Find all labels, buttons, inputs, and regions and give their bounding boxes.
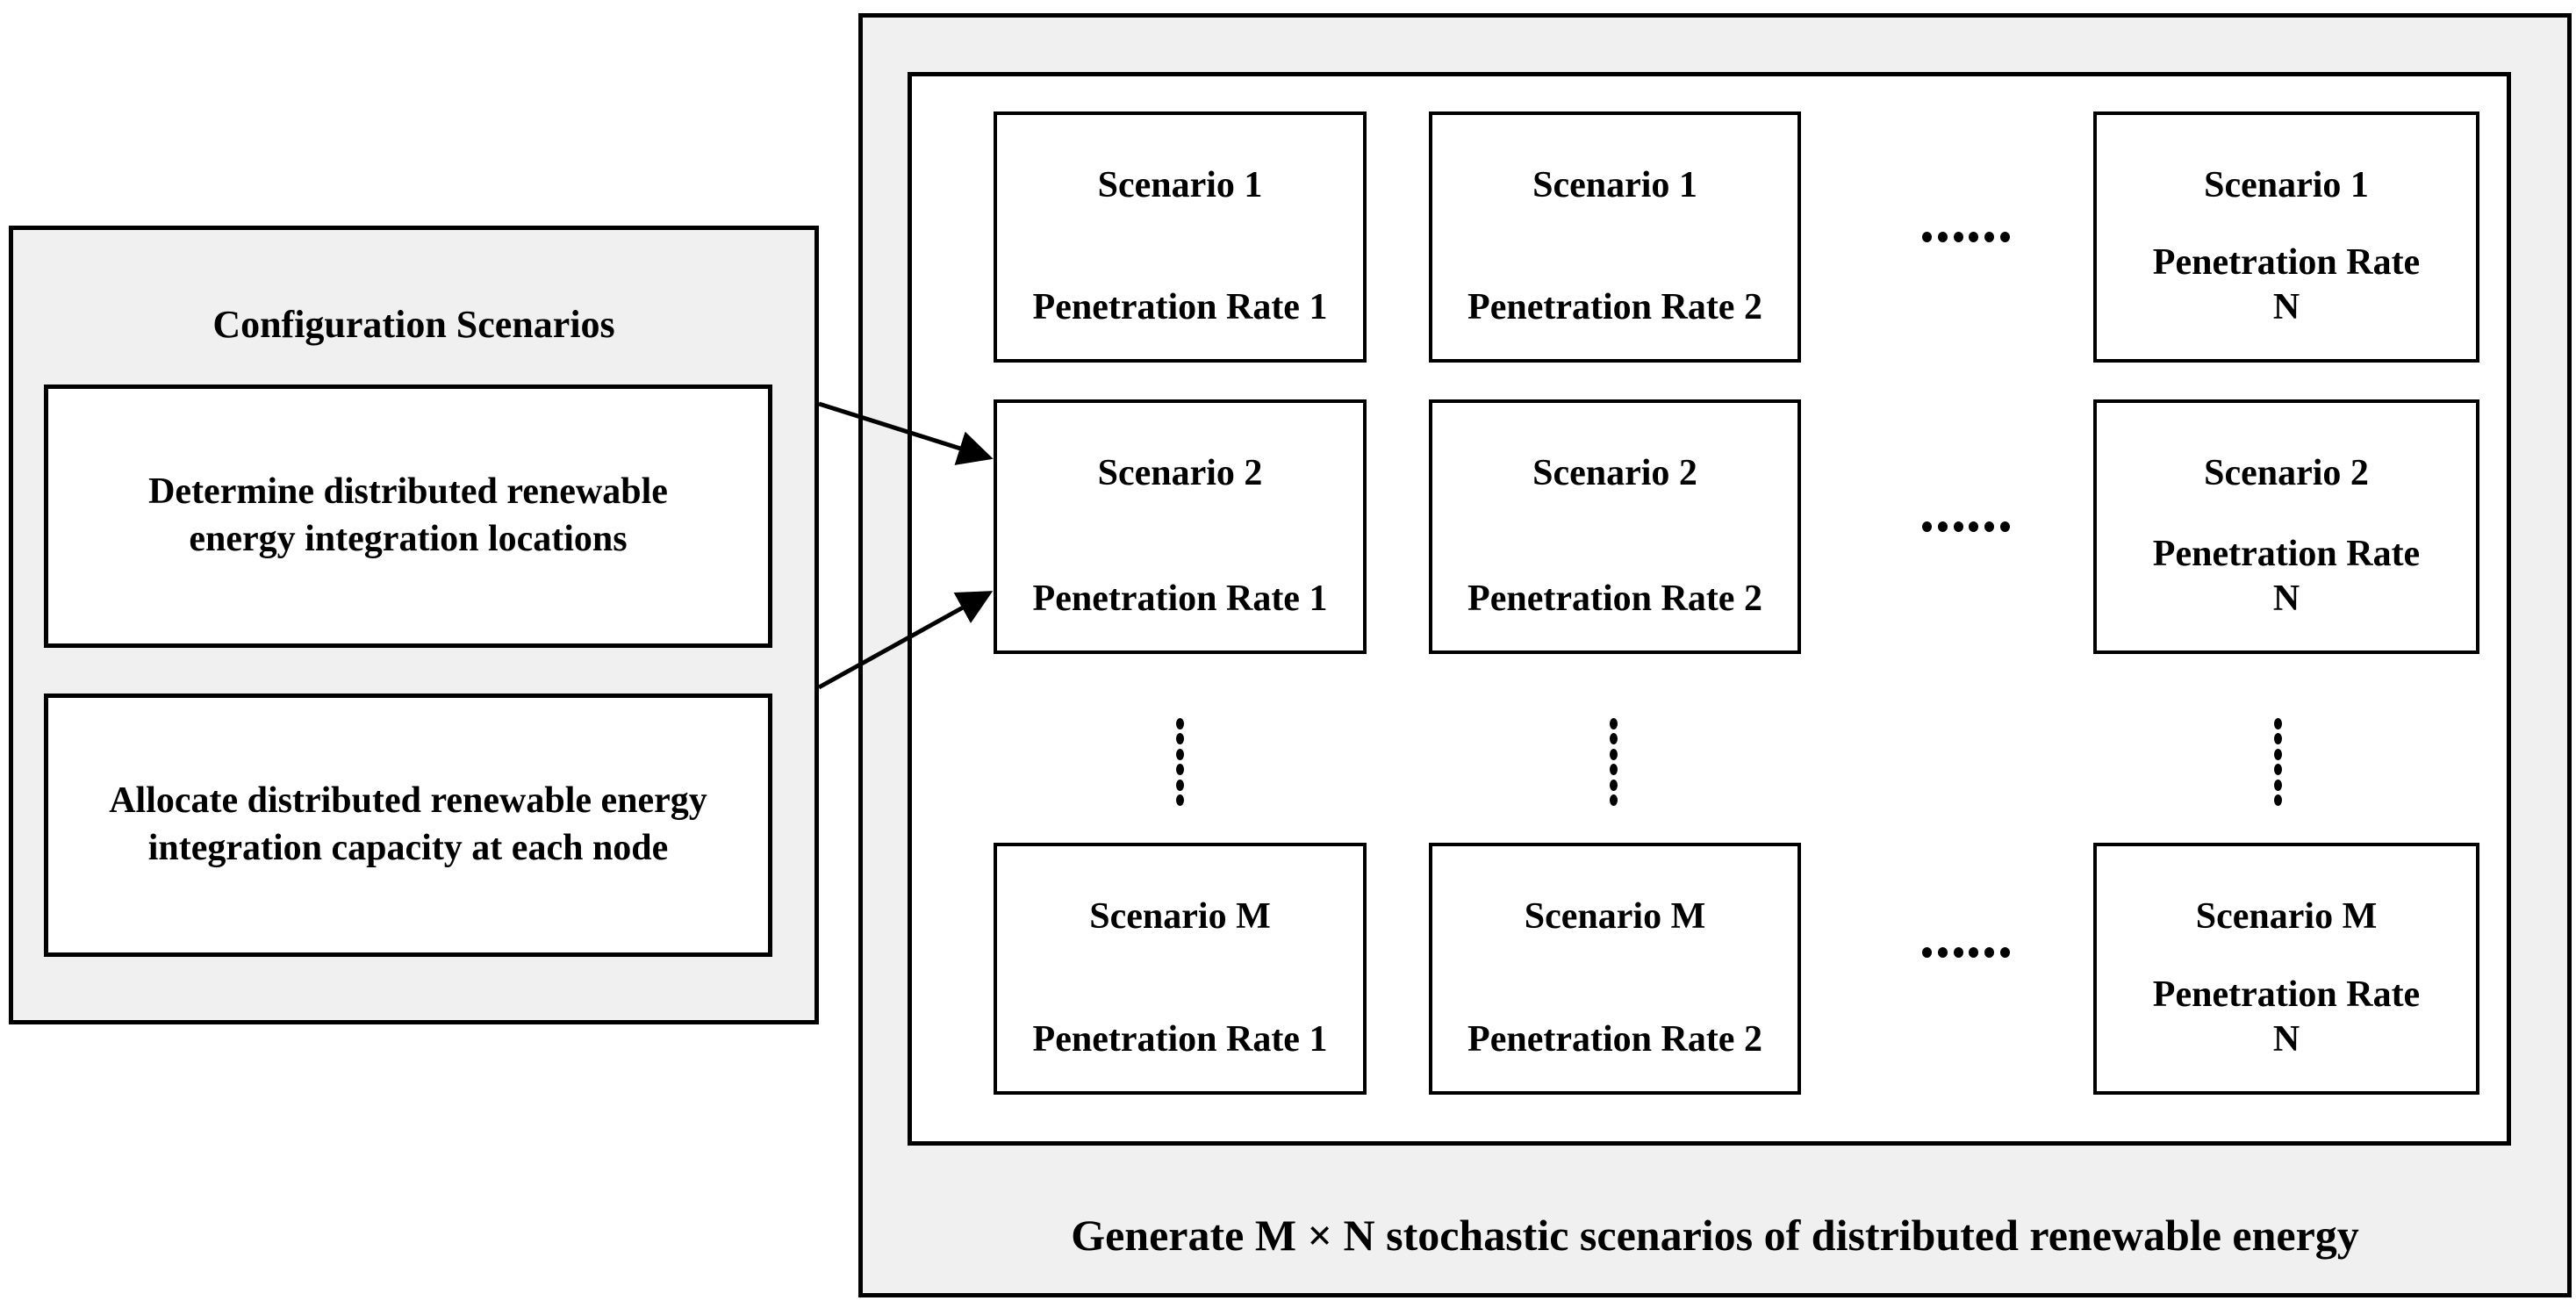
penetration-rate-label: Penetration Rate 1 [1032, 286, 1328, 327]
scenario-box-r2cN: Scenario 2 Penetration Rate N [2093, 399, 2479, 654]
scenario-label: Scenario 2 [1097, 453, 1263, 493]
penetration-rate-label: Penetration Rate 2 [1467, 286, 1762, 327]
configuration-scenarios-title: Configuration Scenarios [212, 303, 615, 346]
penetration-rate-label: Penetration Rate 1 [1032, 578, 1328, 619]
scenario-box-r1cN: Scenario 1 Penetration Rate N [2093, 111, 2479, 363]
allocate-capacity-label: Allocate distributed renewable energy in… [109, 780, 707, 868]
colN-vertical-ellipsis-icon [2273, 718, 2282, 806]
penetration-rate-label: Penetration Rate N [2152, 534, 2421, 619]
penetration-rate-label: Penetration Rate 2 [1467, 1018, 1762, 1060]
penetration-rate-label: Penetration Rate N [2152, 242, 2421, 327]
generate-scenarios-caption: Generate M × N stochastic scenarios of d… [1071, 1211, 2359, 1260]
rowM-horizontal-ellipsis-icon [1922, 946, 2010, 959]
scenario-label: Scenario 1 [1532, 165, 1697, 205]
penetration-rate-label: Penetration Rate 1 [1032, 1018, 1328, 1060]
col2-vertical-ellipsis-icon [1609, 718, 1618, 806]
determine-locations-label: Determine distributed renewable energy i… [148, 471, 668, 559]
col1-vertical-ellipsis-icon [1175, 718, 1184, 806]
scenario-box-r1c2: Scenario 1 Penetration Rate 2 [1429, 111, 1801, 363]
row1-horizontal-ellipsis-icon [1922, 231, 2010, 243]
scenario-box-rMcN: Scenario M Penetration Rate N [2093, 843, 2479, 1095]
penetration-rate-label: Penetration Rate N [2152, 974, 2421, 1060]
scenario-box-r2c1: Scenario 2 Penetration Rate 1 [994, 399, 1367, 654]
scenario-box-r2c2: Scenario 2 Penetration Rate 2 [1429, 399, 1801, 654]
scenario-box-rMc2: Scenario M Penetration Rate 2 [1429, 843, 1801, 1095]
scenario-box-r1c1: Scenario 1 Penetration Rate 1 [994, 111, 1367, 363]
scenario-label: Scenario M [1524, 896, 1706, 937]
scenario-label: Scenario M [2195, 896, 2378, 937]
scenario-label: Scenario M [1089, 896, 1271, 937]
scenario-label: Scenario 2 [1532, 453, 1697, 493]
determine-locations-box: Determine distributed renewable energy i… [44, 384, 772, 648]
allocate-capacity-box: Allocate distributed renewable energy in… [44, 694, 772, 957]
scenario-box-rMc1: Scenario M Penetration Rate 1 [994, 843, 1367, 1095]
scenario-label: Scenario 1 [2204, 165, 2369, 205]
scenario-label: Scenario 2 [2204, 453, 2369, 493]
row2-horizontal-ellipsis-icon [1922, 521, 2010, 533]
penetration-rate-label: Penetration Rate 2 [1467, 578, 1762, 619]
scenario-label: Scenario 1 [1097, 165, 1263, 205]
